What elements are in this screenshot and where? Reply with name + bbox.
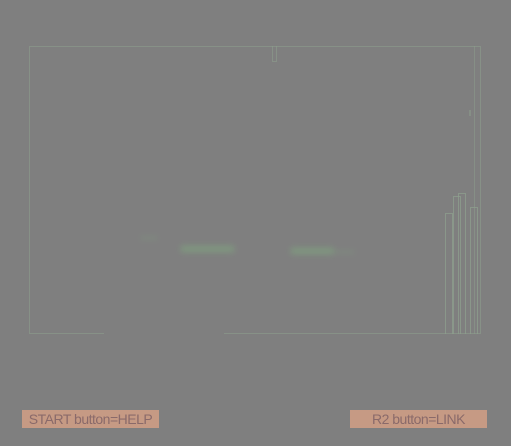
gauge-bar <box>445 213 453 334</box>
frame-gap <box>104 333 224 334</box>
faded-menu-text-right <box>290 247 335 255</box>
scroll-marker <box>469 110 471 116</box>
frame-tab-notch <box>272 46 277 62</box>
gauge-bar <box>458 193 466 334</box>
r2-link-hint: R2 button=LINK <box>350 410 487 428</box>
faded-menu-accent-right <box>335 250 355 254</box>
faded-menu-accent-left <box>140 236 158 240</box>
gauge-bar <box>470 207 478 334</box>
faded-menu-text-left <box>180 245 235 253</box>
start-help-hint: START button=HELP <box>22 410 159 428</box>
gauge-bar <box>453 196 461 334</box>
menu-frame <box>29 46 481 334</box>
frame-right-rail <box>474 46 475 334</box>
